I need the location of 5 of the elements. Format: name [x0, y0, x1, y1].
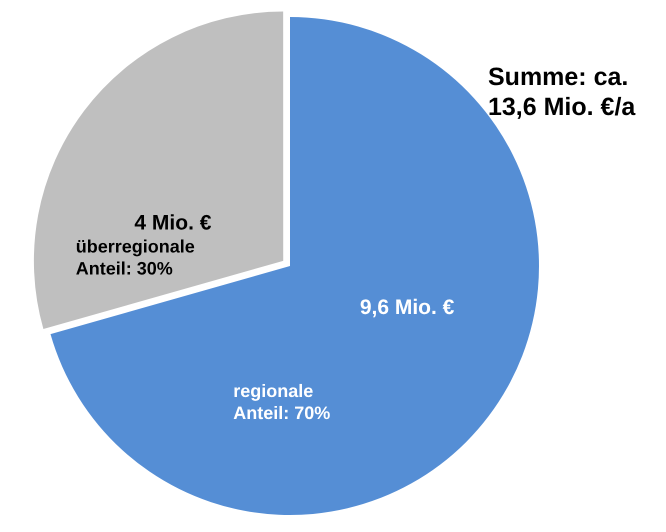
data-label: 9,6 Mio. €: [360, 296, 455, 320]
slice-label: überregionale Anteil: 30%: [76, 236, 195, 279]
data-label: 4 Mio. €: [134, 211, 212, 234]
text: Summe: ca. 13,6 Mio. €/a: [488, 62, 636, 122]
slice-label: regionale Anteil: 70%: [233, 380, 330, 423]
